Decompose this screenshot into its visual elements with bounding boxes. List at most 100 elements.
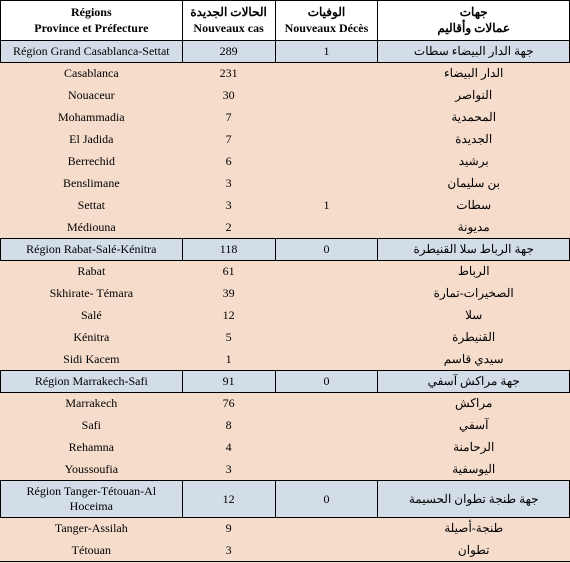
province-cases: 3 (182, 540, 275, 562)
province-name-fr: Skhirate- Témara (1, 283, 183, 305)
province-row: Tanger-Assilah9 طنجة-أصيلة (1, 518, 570, 540)
province-row: Youssoufia3اليوسفية (1, 459, 570, 481)
region-name-ar: جهة الدار البيضاء سطات (378, 41, 570, 63)
region-name-fr: Région Grand Casablanca-Settat (1, 41, 183, 63)
province-name-ar: برشيد (378, 151, 570, 173)
province-row: Rabat61 الرباط (1, 261, 570, 283)
province-row: Mohammadia7 المحمدية (1, 107, 570, 129)
province-name-fr: Sidi Kacem (1, 349, 183, 371)
province-deaths (275, 261, 378, 283)
region-cases: 289 (182, 41, 275, 63)
province-cases: 61 (182, 261, 275, 283)
province-cases: 6 (182, 151, 275, 173)
province-deaths (275, 349, 378, 371)
header-row: Régions Province et Préfecture الحالات ا… (1, 1, 570, 41)
region-cases: 12 (182, 481, 275, 518)
region-deaths: 0 (275, 371, 378, 393)
province-row: Rehamna4 الرحامنة (1, 437, 570, 459)
province-name-fr: Settat (1, 195, 183, 217)
province-row: Settat31سطات (1, 195, 570, 217)
covid-regions-table: Régions Province et Préfecture الحالات ا… (0, 0, 570, 562)
province-deaths (275, 540, 378, 562)
province-deaths (275, 327, 378, 349)
province-name-fr: Benslimane (1, 173, 183, 195)
province-cases: 5 (182, 327, 275, 349)
province-deaths (275, 283, 378, 305)
province-row: Safi8آسفي (1, 415, 570, 437)
province-name-ar: الرحامنة (378, 437, 570, 459)
province-name-ar: الرباط (378, 261, 570, 283)
province-name-fr: Safi (1, 415, 183, 437)
province-row: Casablanca231 الدار البيضاء (1, 63, 570, 85)
province-name-ar: المحمدية (378, 107, 570, 129)
region-cases: 91 (182, 371, 275, 393)
region-name-ar: جهة مراكش آسفي (378, 371, 570, 393)
province-cases: 76 (182, 393, 275, 415)
province-row: Berrechid6 برشيد (1, 151, 570, 173)
province-deaths (275, 305, 378, 327)
province-cases: 7 (182, 129, 275, 151)
province-deaths (275, 518, 378, 540)
province-name-ar: الصخيرات-تمارة (378, 283, 570, 305)
province-cases: 1 (182, 349, 275, 371)
region-name-fr: Région Tanger-Tétouan-Al Hoceima (1, 481, 183, 518)
province-row: Nouaceur30 النواصر (1, 85, 570, 107)
province-name-fr: Kénitra (1, 327, 183, 349)
province-deaths (275, 437, 378, 459)
region-cases: 118 (182, 239, 275, 261)
region-row: Région Tanger-Tétouan-Al Hoceima120جهة ط… (1, 481, 570, 518)
province-name-fr: Mohammadia (1, 107, 183, 129)
region-name-ar: جهة الرباط سلا القنيطرة (378, 239, 570, 261)
province-name-fr: Marrakech (1, 393, 183, 415)
province-name-fr: Salé (1, 305, 183, 327)
province-name-ar: الدار البيضاء (378, 63, 570, 85)
province-name-ar: سيدي قاسم (378, 349, 570, 371)
province-deaths (275, 85, 378, 107)
province-deaths (275, 129, 378, 151)
province-row: El Jadida7 الجديدة (1, 129, 570, 151)
province-cases: 3 (182, 195, 275, 217)
region-row: Région Marrakech-Safi910جهة مراكش آسفي (1, 371, 570, 393)
province-cases: 9 (182, 518, 275, 540)
province-name-ar: النواصر (378, 85, 570, 107)
province-cases: 39 (182, 283, 275, 305)
province-name-fr: Berrechid (1, 151, 183, 173)
header-regions-ar: جهات عمالات وأقاليم (378, 1, 570, 41)
province-name-fr: Tétouan (1, 540, 183, 562)
province-name-ar: طنجة-أصيلة (378, 518, 570, 540)
province-name-fr: Rehamna (1, 437, 183, 459)
province-cases: 30 (182, 85, 275, 107)
province-cases: 12 (182, 305, 275, 327)
province-deaths (275, 459, 378, 481)
province-name-ar: بن سليمان (378, 173, 570, 195)
header-deaths: الوفيات Nouveaux Décès (275, 1, 378, 41)
region-name-fr: Région Marrakech-Safi (1, 371, 183, 393)
header-new-cases: الحالات الجديدة Nouveaux cas (182, 1, 275, 41)
province-row: Skhirate- Témara39 الصخيرات-تمارة (1, 283, 570, 305)
province-name-ar: سطات (378, 195, 570, 217)
province-deaths (275, 217, 378, 239)
province-deaths (275, 151, 378, 173)
province-row: Tétouan3 تطوان (1, 540, 570, 562)
province-cases: 231 (182, 63, 275, 85)
region-deaths: 0 (275, 239, 378, 261)
province-row: Médiouna2مديونة (1, 217, 570, 239)
province-name-fr: Casablanca (1, 63, 183, 85)
region-deaths: 1 (275, 41, 378, 63)
province-cases: 3 (182, 173, 275, 195)
province-name-fr: Rabat (1, 261, 183, 283)
province-name-ar: القنيطرة (378, 327, 570, 349)
province-deaths (275, 63, 378, 85)
province-cases: 7 (182, 107, 275, 129)
province-name-fr: Tanger-Assilah (1, 518, 183, 540)
province-name-fr: Youssoufia (1, 459, 183, 481)
province-name-ar: الجديدة (378, 129, 570, 151)
province-row: Benslimane3 بن سليمان (1, 173, 570, 195)
province-name-ar: تطوان (378, 540, 570, 562)
province-row: Kénitra5 القنيطرة (1, 327, 570, 349)
province-name-fr: Nouaceur (1, 85, 183, 107)
province-deaths: 1 (275, 195, 378, 217)
province-name-fr: El Jadida (1, 129, 183, 151)
province-cases: 4 (182, 437, 275, 459)
province-row: Marrakech76مراكش (1, 393, 570, 415)
